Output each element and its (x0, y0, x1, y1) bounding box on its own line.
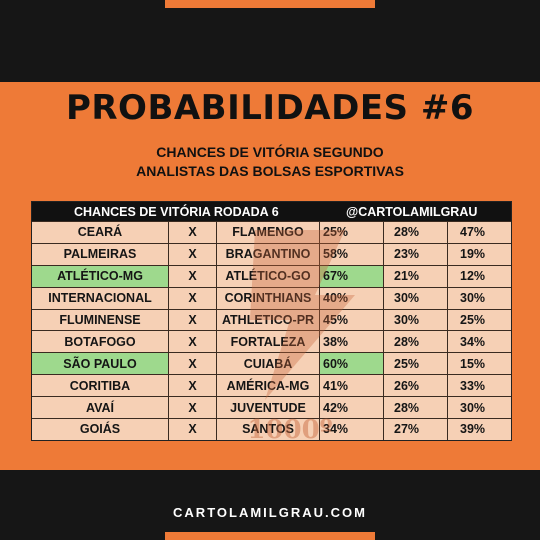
draw-prob-cell: 21% (384, 265, 448, 287)
away-win-prob-cell: 19% (460, 247, 486, 262)
away-team-cell: CUIABÁ (217, 353, 320, 375)
versus-cell: X (169, 309, 217, 331)
away-team-cell: CORINTHIANS (217, 287, 320, 309)
bottom-torn-band (0, 470, 540, 540)
home-team-cell: INTERNACIONAL (32, 287, 169, 309)
home-win-prob-cell: 41% (320, 375, 384, 397)
home-team-cell: AVAÍ (32, 397, 169, 419)
table-header: CHANCES DE VITÓRIA RODADA 6 @CARTOLAMILG… (32, 202, 511, 221)
away-win-prob-cell: 15% (460, 356, 486, 371)
versus-cell: X (169, 287, 217, 309)
home-team-cell: CEARÁ (32, 222, 169, 243)
away-win-prob-cell: 47% (460, 225, 486, 240)
versus-cell: X (169, 265, 217, 287)
page-title: PROBABILIDADES #6 (65, 88, 475, 128)
home-team-cell: PALMEIRAS (32, 243, 169, 265)
draw-prob-cell: 25% (384, 353, 448, 375)
home-win-prob-cell: 40% (320, 287, 384, 309)
subtitle-line-1: CHANCES DE VITÓRIA SEGUNDO (156, 144, 384, 160)
versus-cell: X (169, 419, 217, 440)
away-team-cell: JUVENTUDE (217, 397, 320, 419)
draw-prob-cell: 28% (384, 222, 448, 243)
draw-prob-cell: 30% (384, 309, 448, 331)
away-team-cell: ATHLETICO-PR (217, 309, 320, 331)
home-team-cell: SÃO PAULO (32, 353, 169, 375)
draw-prob-cell: 30% (384, 287, 448, 309)
table-header-handle: @CARTOLAMILGRAU (346, 204, 478, 219)
home-team-cell: BOTAFOGO (32, 331, 169, 353)
table-row: AVAÍ X JUVENTUDE 42% 28% 30% (32, 396, 511, 419)
away-team-cell: FLAMENGO (217, 222, 320, 243)
draw-prob-cell: 28% (384, 397, 448, 419)
home-win-prob-cell: 45% (320, 309, 384, 331)
versus-cell: X (169, 375, 217, 397)
versus-cell: X (169, 397, 217, 419)
top-torn-band (0, 0, 540, 82)
subtitle-line-2: ANALISTAS DAS BOLSAS ESPORTIVAS (136, 163, 404, 179)
home-win-prob-cell: 42% (320, 397, 384, 419)
away-win-prob-cell: 39% (460, 422, 486, 437)
away-team-cell: ATLÉTICO-GO (217, 265, 320, 287)
home-team-cell: CORITIBA (32, 375, 169, 397)
home-win-prob-cell: 67% (320, 265, 384, 287)
home-team-cell: FLUMINENSE (32, 309, 169, 331)
away-win-prob-cell: 33% (460, 378, 486, 393)
draw-prob-cell: 27% (384, 419, 448, 440)
table-row: FLUMINENSE X ATHLETICO-PR 45% 30% 25% (32, 308, 511, 331)
table-row: CEARÁ X FLAMENGO 25% 28% 47% (32, 221, 511, 243)
top-accent-strip (165, 0, 375, 8)
table-header-title: CHANCES DE VITÓRIA RODADA 6 (74, 204, 279, 219)
table-row: PALMEIRAS X BRAGANTINO 58% 23% 19% (32, 242, 511, 265)
home-win-prob-cell: 25% (320, 222, 384, 243)
versus-cell: X (169, 353, 217, 375)
home-win-prob-cell: 34% (320, 419, 384, 440)
table-row: SÃO PAULO X CUIABÁ 60% 25% 15% (32, 352, 511, 375)
table-row: BOTAFOGO X FORTALEZA 38% 28% 34% (32, 330, 511, 353)
probability-table: CHANCES DE VITÓRIA RODADA 6 @CARTOLAMILG… (31, 201, 512, 441)
subtitle: CHANCES DE VITÓRIA SEGUNDO ANALISTAS DAS… (0, 143, 540, 181)
table-body: CEARÁ X FLAMENGO 25% 28% 47% PALMEIRAS X BRAGANT… (32, 221, 511, 440)
home-win-prob-cell: 58% (320, 243, 384, 265)
draw-prob-cell: 26% (384, 375, 448, 397)
home-win-prob-cell: 38% (320, 331, 384, 353)
table-row: GOIÁS X SANTOS 34% 27% 39% (32, 418, 511, 440)
home-team-cell: GOIÁS (32, 419, 169, 440)
away-win-prob-cell: 34% (460, 334, 486, 349)
home-win-prob-cell: 60% (320, 353, 384, 375)
draw-prob-cell: 23% (384, 243, 448, 265)
away-win-prob-cell: 25% (460, 313, 486, 327)
away-team-cell: FORTALEZA (217, 331, 320, 353)
versus-cell: X (169, 243, 217, 265)
away-win-prob-cell: 30% (460, 400, 486, 415)
draw-prob-cell: 28% (384, 331, 448, 353)
footer-site-link[interactable]: CARTOLAMILGRAU.COM (173, 505, 367, 520)
away-team-cell: BRAGANTINO (217, 243, 320, 265)
versus-cell: X (169, 331, 217, 353)
table-row: ATLÉTICO-MG X ATLÉTICO-GO 67% 21% 12% (32, 264, 511, 287)
away-team-cell: SANTOS (217, 419, 320, 440)
home-team-cell: ATLÉTICO-MG (32, 265, 169, 287)
bottom-accent-strip (165, 532, 375, 540)
away-win-prob-cell: 12% (460, 269, 486, 284)
table-row: CORITIBA X AMÉRICA-MG 41% 26% 33% (32, 374, 511, 397)
away-win-prob-cell: 30% (460, 291, 486, 306)
versus-cell: X (169, 222, 217, 243)
table-row: INTERNACIONAL X CORINTHIANS 40% 30% 30% (32, 286, 511, 309)
away-team-cell: AMÉRICA-MG (217, 375, 320, 397)
